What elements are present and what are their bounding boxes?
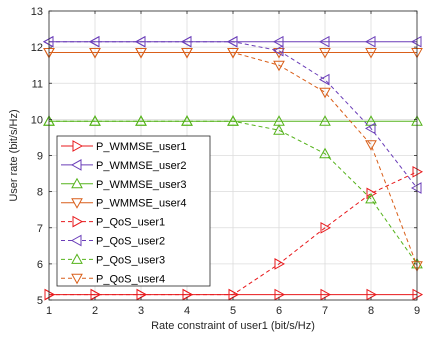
data-point-p-wmmse-user2 [364,35,376,48]
y-axis-label: User rate (bit/s/Hz) [8,109,20,201]
data-point-p-qos-user4 [365,140,377,151]
y-tick-label: 5 [37,295,43,307]
data-point-p-qos-user2 [364,122,376,135]
series-layer [42,35,424,301]
y-tick-label: 12 [31,42,43,54]
legend-marker-p-wmmse-user4 [71,198,83,209]
data-point-p-qos-user2 [134,35,146,48]
data-point-p-qos-user3 [135,115,147,126]
y-tick-label: 11 [32,78,43,90]
data-point-p-qos-user2 [318,73,330,86]
legend: P_WMMSE_user1 P_WMMSE_user2 P_WMMSE_user3 P… [56,135,211,287]
data-point-p-qos-user1 [412,165,424,178]
legend-label-p-qos-user2: P_QoS_user2 [96,236,165,248]
data-point-p-qos-user3 [227,115,239,126]
data-point-p-qos-user1 [44,288,56,301]
data-point-p-qos-user2 [42,35,54,48]
data-point-p-qos-user2 [272,44,284,57]
x-tick-label: 3 [138,305,144,317]
x-tick-label: 8 [368,305,374,317]
data-point-p-qos-user1 [274,258,286,270]
data-point-p-qos-user1 [90,288,102,301]
y-tick-label: 7 [37,223,43,235]
data-point-p-qos-user1 [228,288,240,301]
x-tick-label: 5 [230,305,236,317]
x-tick-label: 9 [414,305,420,317]
data-point-p-qos-user2 [226,35,238,48]
series-line-p-qos-user3 [49,120,418,265]
x-tick-label: 7 [322,305,328,317]
data-point-p-qos-user4 [273,60,285,72]
x-tick-label: 4 [184,305,190,317]
legend-marker-p-wmmse-user1 [72,140,84,152]
x-tick-label: 1 [46,305,52,317]
y-tick-label: 10 [31,114,43,126]
legend-marker-p-qos-user4 [71,273,83,285]
data-point-p-qos-user3 [273,124,285,135]
data-point-p-wmmse-user4 [273,48,285,59]
data-point-p-qos-user3 [365,192,377,204]
data-point-p-qos-user1 [182,288,194,301]
data-point-p-qos-user2 [410,182,422,194]
data-point-p-wmmse-user3 [319,115,331,126]
data-point-p-wmmse-user4 [365,48,377,59]
data-point-p-wmmse-user2 [318,35,330,48]
y-tick-label: 8 [37,187,43,199]
data-point-p-wmmse-user1 [274,288,286,301]
legend-label-p-qos-user1: P_QoS_user1 [96,217,165,229]
x-tick-label: 6 [276,305,282,317]
data-point-p-wmmse-user2 [272,35,284,48]
data-point-p-wmmse-user4 [319,48,331,59]
data-point-p-qos-user3 [181,115,193,126]
y-tick-label: 6 [37,259,43,271]
legend-label-p-qos-user3: P_QoS_user3 [96,254,165,266]
legend-label-p-wmmse-user4: P_WMMSE_user4 [96,198,186,210]
legend-box [56,135,211,287]
data-point-p-qos-user3 [89,115,101,126]
data-point-p-wmmse-user1 [366,288,378,301]
series-line-p-qos-user2 [49,41,418,189]
legend-label-p-wmmse-user3: P_WMMSE_user3 [96,179,186,191]
series-p-qos-user4 [43,48,423,272]
legend-marker-p-wmmse-user2 [70,159,82,171]
data-point-p-qos-user4 [227,48,239,59]
data-point-p-qos-user1 [366,187,378,200]
legend-marker-p-qos-user3 [71,253,83,264]
x-axis-label: Rate constraint of user1 (bit/s/Hz) [151,320,315,332]
legend-marker-p-wmmse-user3 [71,177,83,189]
series-p-qos-user2 [42,35,422,194]
legend-label-p-wmmse-user1: P_WMMSE_user1 [96,141,186,153]
data-point-p-wmmse-user1 [320,288,332,301]
data-point-p-wmmse-user1 [412,288,424,301]
data-point-p-qos-user4 [181,48,193,59]
data-point-p-qos-user3 [319,147,331,159]
data-point-p-qos-user4 [89,48,101,59]
y-tick-label: 9 [37,151,43,163]
data-point-p-qos-user1 [320,221,332,234]
x-tick-label: 2 [92,305,98,317]
series-p-qos-user3 [43,115,423,269]
legend-marker-p-qos-user2 [70,234,82,247]
data-point-p-qos-user4 [319,87,331,99]
data-point-p-qos-user4 [135,48,147,59]
series-line-p-qos-user1 [49,171,418,296]
series-line-p-qos-user4 [49,52,418,266]
series-p-qos-user1 [44,165,424,301]
data-point-p-qos-user2 [180,35,192,48]
legend-label-p-qos-user4: P_QoS_user4 [96,273,165,285]
data-point-p-qos-user2 [88,35,100,48]
legend-marker-p-qos-user1 [72,215,84,228]
data-point-p-wmmse-user2 [410,35,422,48]
y-tick-label: 13 [31,6,43,18]
data-point-p-qos-user1 [136,288,148,301]
legend-label-p-wmmse-user2: P_WMMSE_user2 [96,160,186,172]
